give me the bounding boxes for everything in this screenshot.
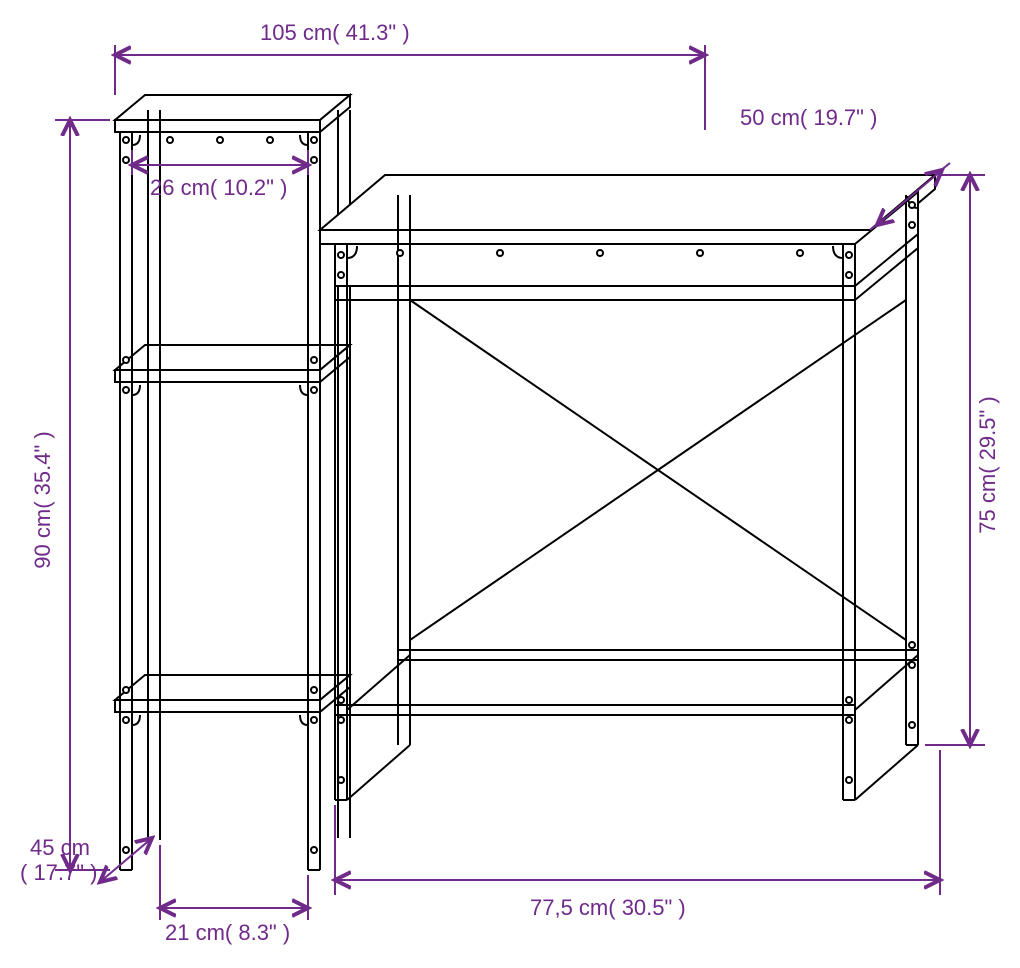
shelf-brackets (132, 135, 308, 725)
dim-depth-top: 50 cm( 19.7" ) (740, 105, 877, 130)
dimensions: 105 cm( 41.3" ) 26 cm( 10.2" ) 50 cm( 19… (20, 20, 1000, 945)
dim-total-width: 105 cm( 41.3" ) (260, 20, 410, 45)
furniture-drawing (115, 95, 935, 870)
shelf-bolts (123, 137, 317, 853)
dim-depth-bottom-1: 45 cm (30, 835, 90, 860)
desk-top (320, 175, 935, 244)
dim-leg-inset: 21 cm( 8.3" ) (165, 920, 290, 945)
dim-height-desk: 75 cm( 29.5" ) (975, 396, 1000, 533)
dim-height-total: 90 cm( 35.4" ) (30, 431, 55, 568)
dimensional-diagram: 105 cm( 41.3" ) 26 cm( 10.2" ) 50 cm( 19… (0, 0, 1020, 968)
dim-desk-width: 77,5 cm( 30.5" ) (530, 895, 686, 920)
dim-shelf-width: 26 cm( 10.2" ) (150, 175, 287, 200)
dim-depth-bottom-2: ( 17.7" ) (20, 860, 98, 885)
shelf-legs (120, 110, 350, 870)
desk-cross-brace (335, 300, 918, 715)
shelf-top (115, 95, 350, 132)
